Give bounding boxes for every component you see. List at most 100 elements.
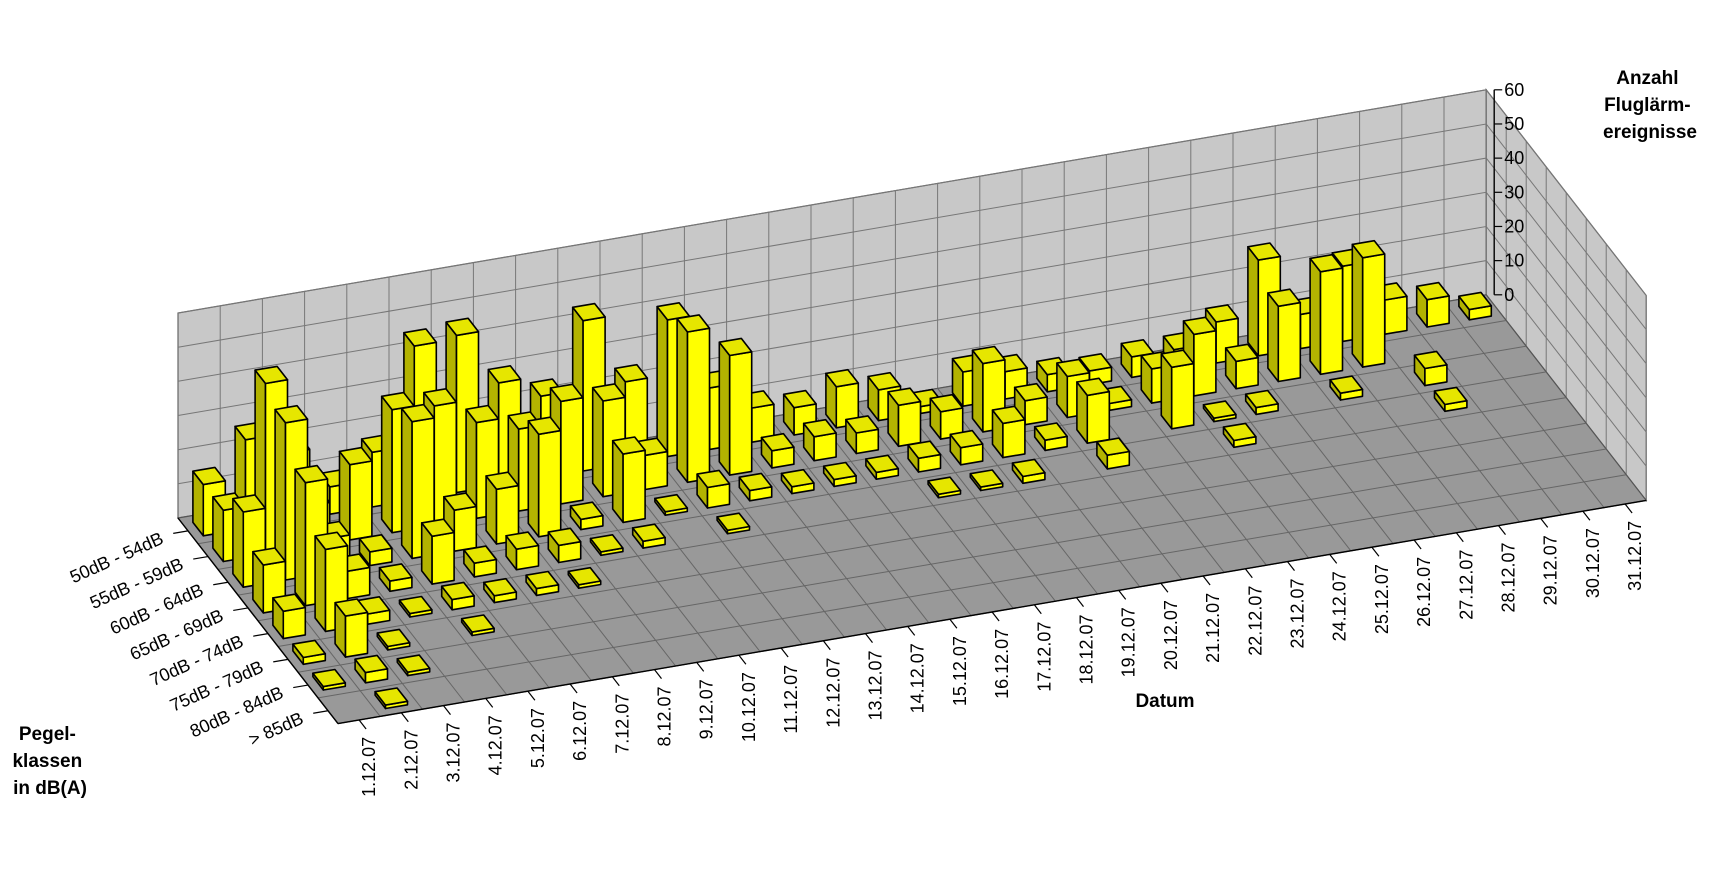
- x-tick: [1455, 532, 1464, 543]
- bar: [738, 472, 773, 502]
- y-tick: [233, 607, 249, 612]
- bar: [338, 446, 373, 541]
- bar: [887, 387, 922, 448]
- wall-gridline: [177, 191, 1647, 416]
- bar: [378, 563, 413, 593]
- bar: [1415, 281, 1450, 328]
- bar: [460, 614, 495, 637]
- x-tick-label: 18.12.07: [1077, 614, 1097, 684]
- x-tick-label: 20.12.07: [1161, 600, 1181, 670]
- bar: [463, 545, 498, 578]
- x-tick-label: 5.12.07: [528, 708, 548, 768]
- x-tick-label: 22.12.07: [1245, 586, 1265, 656]
- bar: [969, 469, 1004, 492]
- bar: [927, 476, 962, 499]
- bar: [567, 566, 602, 590]
- x-tick: [1244, 568, 1253, 579]
- x-tick: [738, 654, 747, 665]
- x-tick-label: 7.12.07: [612, 694, 632, 754]
- x-tick: [1118, 590, 1127, 600]
- y-tick: [193, 555, 209, 560]
- wall-gridline: [177, 89, 1647, 314]
- bar: [845, 415, 880, 455]
- y-tick: [313, 710, 329, 714]
- bar: [252, 547, 287, 614]
- x-tick-label: 11.12.07: [781, 665, 801, 734]
- x-tick: [1329, 554, 1338, 564]
- bar: [1202, 400, 1237, 423]
- bar: [1096, 437, 1131, 470]
- x-tick-label: 12.12.07: [823, 658, 843, 728]
- bar: [654, 493, 689, 517]
- bar: [907, 440, 942, 473]
- y-axis-title-line: klassen: [12, 751, 82, 772]
- x-tick: [949, 618, 958, 629]
- bar: [718, 337, 753, 476]
- bar-series: [192, 239, 1493, 710]
- x-tick: [569, 683, 578, 694]
- bar: [1160, 349, 1195, 430]
- x-tick: [443, 705, 451, 715]
- y-axis-line: [177, 517, 339, 725]
- y-tick: [213, 581, 229, 586]
- bar: [1309, 253, 1344, 376]
- bar: [802, 418, 837, 462]
- z-axis-title-line: Fluglärm-: [1604, 95, 1691, 116]
- floor-gridline: [257, 397, 1567, 622]
- x-tick: [1033, 604, 1042, 615]
- z-tick-label: 30: [1504, 182, 1524, 202]
- x-tick-label: 10.12.07: [739, 672, 759, 742]
- bar: [465, 404, 500, 520]
- z-axis-title-line: Anzahl: [1616, 68, 1678, 89]
- bar: [1224, 343, 1259, 390]
- bar: [631, 523, 666, 549]
- x-tick-label: 23.12.07: [1288, 578, 1308, 648]
- y-tick: [253, 633, 269, 637]
- bar: [505, 531, 540, 571]
- x-tick-label: 28.12.07: [1499, 542, 1519, 612]
- bar: [760, 432, 795, 469]
- y-axis-title-line: Pegel-: [19, 724, 76, 745]
- x-tick: [1624, 503, 1633, 514]
- x-tick-label: 9.12.07: [697, 679, 717, 739]
- x-tick-label: 25.12.07: [1372, 564, 1392, 634]
- bar: [991, 405, 1026, 459]
- x-tick-label: 24.12.07: [1330, 571, 1350, 641]
- bar: [825, 368, 860, 429]
- bar: [485, 471, 520, 545]
- x-tick-label: 27.12.07: [1456, 550, 1476, 620]
- x-tick-label: 30.12.07: [1583, 528, 1603, 598]
- z-tick-label: 60: [1504, 80, 1524, 100]
- x-tick: [654, 669, 662, 679]
- x-tick-label: 3.12.07: [444, 722, 464, 782]
- bar: [374, 687, 409, 710]
- bar: [525, 570, 560, 597]
- bar: [780, 468, 815, 495]
- x-tick: [1413, 539, 1422, 550]
- z-tick-label: 50: [1504, 114, 1524, 134]
- bar: [1033, 422, 1068, 452]
- y-tick: [293, 684, 309, 689]
- bar: [1222, 422, 1257, 449]
- floor-gridline: [277, 422, 1587, 647]
- x-tick: [991, 611, 1000, 622]
- x-tick-label: 1.12.07: [359, 737, 379, 797]
- z-axis-title: Anzahl Fluglärm- ereignisse: [1603, 68, 1697, 143]
- x-tick: [1287, 561, 1295, 571]
- x-tick-label: 8.12.07: [655, 686, 675, 746]
- bar: [483, 577, 518, 604]
- bar: [358, 533, 393, 567]
- bar: [440, 581, 475, 611]
- bar: [1351, 239, 1386, 368]
- bar: [1244, 389, 1279, 416]
- bar: [676, 314, 711, 484]
- x-tick-label: 16.12.07: [992, 629, 1012, 699]
- x-tick-label: 14.12.07: [908, 643, 928, 713]
- x-tick-label: 31.12.07: [1625, 521, 1645, 591]
- x-tick: [1498, 525, 1506, 535]
- bar: [314, 531, 349, 633]
- y-axis-title: Pegel- klassen in dB(A): [12, 724, 87, 799]
- wall-gridline: [177, 157, 1647, 382]
- x-tick-label: 4.12.07: [486, 715, 506, 775]
- bar: [547, 527, 582, 564]
